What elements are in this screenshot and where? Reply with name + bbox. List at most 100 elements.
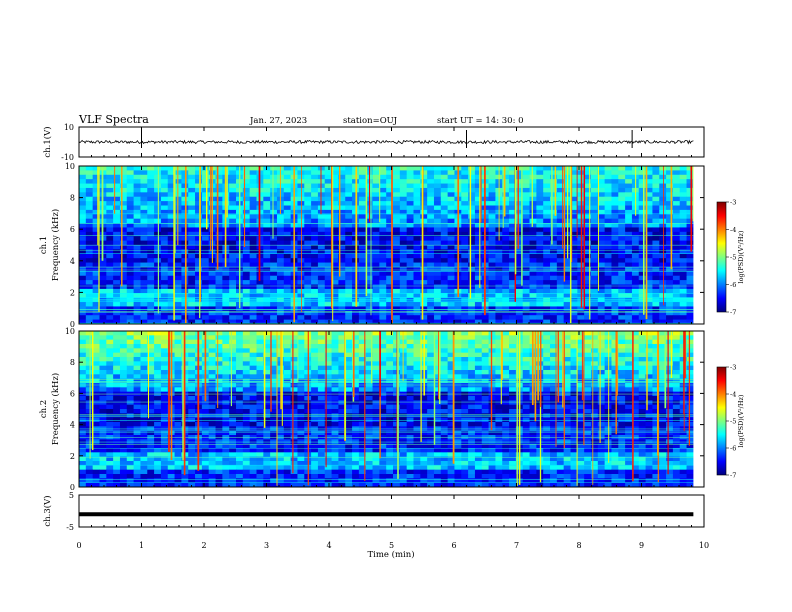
spectrogram-cell <box>372 335 380 341</box>
spectrogram-cell <box>379 262 387 268</box>
spectrogram-cell <box>604 344 612 349</box>
spectrogram-cell <box>399 166 408 171</box>
spectrogram-cell <box>488 183 496 189</box>
spectrogram-cell <box>502 223 510 228</box>
spectrogram-cell <box>597 275 606 281</box>
spectrogram-cell <box>550 236 558 242</box>
spectrogram-cell <box>645 319 653 325</box>
spectrogram-cell <box>406 331 414 336</box>
spectrogram-cell <box>399 378 408 384</box>
spectrogram-cell <box>536 214 544 220</box>
spectrogram-cell <box>119 166 128 171</box>
spectrogram-cell <box>324 319 332 325</box>
spectrogram-cell <box>468 319 476 325</box>
spectrogram-cell <box>338 396 346 401</box>
spectrogram-cell <box>270 196 278 202</box>
spectrogram-cell <box>358 179 367 184</box>
spectrogram-cell <box>440 249 449 255</box>
spectrogram-cell <box>106 339 114 345</box>
spectrogram-cell <box>331 315 339 321</box>
spectrogram-cell <box>679 280 687 285</box>
spectrogram-cell <box>79 275 87 281</box>
spectrogram-cell <box>119 170 128 176</box>
spectrogram-cell <box>311 374 319 380</box>
spectrogram-cell <box>597 192 606 198</box>
spectrogram-cell <box>338 365 346 371</box>
spectrogram-cell <box>468 335 476 341</box>
spectrogram-cell <box>92 223 100 228</box>
spectrogram-cell <box>195 179 203 184</box>
spectrogram-cell <box>638 374 646 380</box>
spectrogram-cell <box>686 302 694 307</box>
spectrogram-cell <box>672 214 681 220</box>
spectrogram-cell <box>317 352 326 358</box>
spectrogram-cell <box>386 335 394 341</box>
spectrogram-cell <box>543 284 551 290</box>
spectrogram-cell <box>99 335 107 341</box>
spectrogram-cell <box>85 166 94 171</box>
spectrogram-cell <box>536 187 544 193</box>
spectrogram-cell <box>604 253 612 259</box>
spectrogram-cell <box>99 387 107 393</box>
spectrogram-cell <box>427 258 435 263</box>
spectrogram-cell <box>154 293 162 299</box>
spectrogram-cell <box>413 339 421 345</box>
spectrogram-cell <box>174 374 182 380</box>
spectrogram-cell <box>406 310 414 316</box>
spectrogram-cell <box>672 370 681 375</box>
spectrogram-cell <box>92 209 100 215</box>
spectrogram-cell <box>85 236 94 242</box>
spectrogram-cell <box>140 249 148 255</box>
spectrogram-cell <box>399 275 408 281</box>
spectrogram-cell <box>393 236 401 242</box>
spectrogram-cell <box>154 266 162 272</box>
spectrogram-cell <box>297 201 305 206</box>
spectrogram-cell <box>154 387 162 393</box>
spectrogram-cell <box>304 231 312 237</box>
spectrogram-cell <box>529 271 537 277</box>
spectrogram-cell <box>590 339 599 345</box>
spectrogram-cell <box>686 319 694 325</box>
spectrogram-cell <box>85 396 94 401</box>
spectrogram-cell <box>379 348 387 354</box>
spectrogram-cell <box>263 378 271 384</box>
spectrogram-cell <box>222 365 230 371</box>
spectrogram-cell <box>345 339 353 345</box>
spectrogram-cell <box>106 335 114 341</box>
spectrogram-cell <box>283 339 292 345</box>
spectrogram-cell <box>625 374 633 380</box>
spectrogram-cell <box>345 400 353 406</box>
spectrogram-cell <box>304 310 312 316</box>
spectrogram-cell <box>133 205 141 211</box>
spectrogram-cell <box>672 245 681 250</box>
spectrogram-cell <box>604 348 612 354</box>
spectrogram-cell <box>406 205 414 211</box>
spectrogram-cell <box>440 231 449 237</box>
spectrogram-cell <box>331 396 339 401</box>
spectrogram-cell <box>474 331 483 336</box>
spectrogram-cell <box>317 179 326 184</box>
spectrogram-cell <box>345 378 353 384</box>
spectrogram-cell <box>536 249 544 255</box>
spectrogram-cell <box>611 387 619 393</box>
spectrogram-cell <box>468 187 476 193</box>
spectrogram-cell <box>311 170 319 176</box>
spectrogram-cell <box>365 231 373 237</box>
spectrogram-cell <box>106 258 114 263</box>
spectrogram-cell <box>399 315 408 321</box>
spectrogram-cell <box>515 223 524 228</box>
spectrogram-cell <box>386 387 394 393</box>
spectrogram-cell <box>358 275 367 281</box>
spectrogram-cell <box>638 205 646 211</box>
spectrogram-cell <box>311 400 319 406</box>
spectrogram-cell <box>154 214 162 220</box>
spectrogram-cell <box>556 218 565 224</box>
spectrogram-cell <box>174 262 182 268</box>
spectrogram-cell <box>543 201 551 206</box>
spectrogram-cell <box>666 266 674 272</box>
spectrogram-cell <box>597 271 606 277</box>
spectrogram-cell <box>79 192 87 198</box>
spectrogram-cell <box>358 400 367 406</box>
spectrogram-cell <box>447 302 455 307</box>
spectrogram-cell <box>597 262 606 268</box>
